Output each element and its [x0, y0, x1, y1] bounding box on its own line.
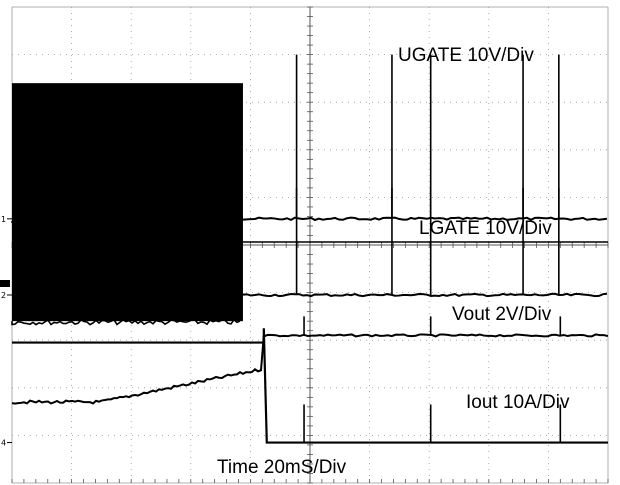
- series-trace-2: [11, 316, 609, 405]
- switching-block: [12, 83, 243, 222]
- series-label-vout: Vout 2V/Div: [452, 304, 552, 325]
- channel-marker-4: 4: [1, 439, 6, 448]
- iout-trace: [12, 328, 608, 444]
- series-label-ugate: UGATE 10V/Div: [398, 45, 534, 66]
- idle-trace: [241, 216, 608, 222]
- series-label-lgate: LGATE 10V/Div: [419, 218, 552, 239]
- series-label-iout: Iout 10A/Div: [466, 392, 570, 413]
- switching-block: [12, 216, 243, 322]
- trigger-marker: [0, 280, 10, 287]
- channel-marker-2: 2: [1, 291, 6, 300]
- vout-trace: [11, 333, 609, 405]
- series-trace-1: [11, 187, 608, 326]
- time-scale-label: Time 20mS/Div: [217, 457, 347, 478]
- switching-noise: [11, 318, 241, 326]
- chart-traces: [11, 54, 609, 444]
- series-trace-3: [12, 328, 608, 444]
- channel-marker-1: 1: [1, 215, 6, 224]
- idle-trace: [241, 292, 608, 298]
- chart-labels: UGATE 10V/Div LGATE 10V/Div Vout 2V/Div …: [217, 45, 570, 478]
- channel-markers: 1 2 4: [0, 215, 12, 448]
